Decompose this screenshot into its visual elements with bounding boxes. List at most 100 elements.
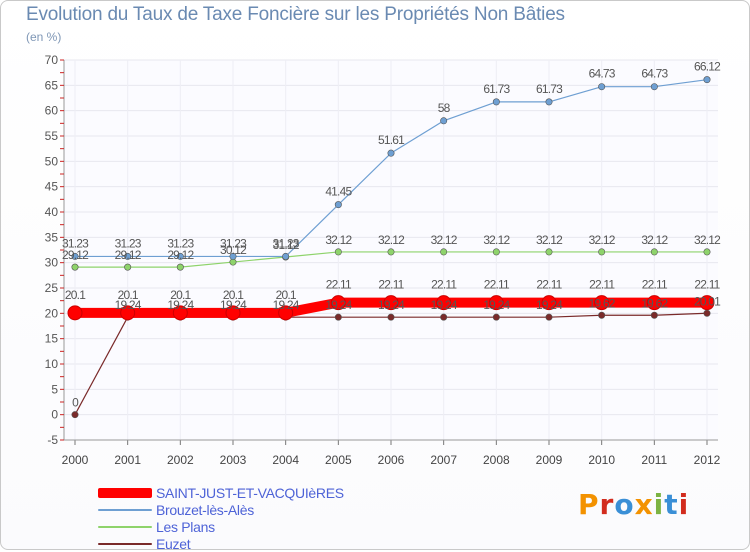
- data-point-brouzet: [124, 252, 132, 260]
- data-label-saint-just: 20.1: [223, 288, 244, 302]
- legend-swatch-brouzet: [98, 508, 152, 511]
- data-point-euzet: [334, 313, 342, 321]
- legend-label: SAINT-JUST-ET-VACQUIèRES: [156, 484, 344, 501]
- data-point-euzet: [387, 313, 395, 321]
- chart-title: Evolution du Taux de Taxe Foncière sur l…: [26, 4, 565, 25]
- legend-label: Les Plans: [156, 518, 215, 535]
- data-point-saint-just: [225, 305, 241, 321]
- data-label-euzet: 20.01: [694, 294, 721, 308]
- legend-swatch-saint-just: [98, 487, 152, 498]
- data-point-brouzet: [440, 117, 448, 125]
- data-labels-euzet: 0 19.24 19.24 19.24 19.24 19.24 19.24 19.24 19.2…: [72, 294, 722, 410]
- x-tick-label: 2011: [641, 453, 667, 467]
- y-tick-label: 50: [45, 154, 59, 168]
- data-label-euzet: 19.24: [325, 298, 352, 312]
- data-point-les-plans: [703, 248, 711, 256]
- data-label-euzet: 19.24: [115, 298, 142, 312]
- data-point-les-plans: [545, 248, 553, 256]
- y-tick-label: 60: [45, 104, 59, 118]
- x-tick-label: 2012: [694, 453, 721, 467]
- data-point-saint-just: [278, 305, 294, 321]
- logo-letter: r: [599, 488, 615, 521]
- data-point-brouzet: [334, 201, 342, 209]
- data-point-saint-just: [541, 295, 557, 311]
- data-point-euzet: [650, 311, 658, 319]
- x-tick-label: 2000: [62, 453, 89, 467]
- data-label-saint-just: 20.1: [276, 288, 297, 302]
- data-label-brouzet: 66.12: [694, 60, 721, 74]
- data-label-saint-just: 20.1: [65, 288, 86, 302]
- data-label-euzet: 0: [72, 396, 79, 410]
- data-point-euzet: [492, 313, 500, 321]
- logo-letter: P: [578, 488, 600, 521]
- data-point-les-plans: [176, 263, 184, 271]
- data-point-les-plans: [71, 263, 79, 271]
- data-label-brouzet: 31.23: [62, 236, 89, 250]
- unit-label: (en %): [26, 30, 62, 44]
- data-label-euzet: 19.24: [220, 298, 247, 312]
- data-label-brouzet: 64.73: [589, 67, 616, 81]
- data-label-les-plans: 32.12: [431, 233, 458, 247]
- x-tick-label: 2002: [167, 453, 194, 467]
- x-tick-label: 2003: [220, 453, 247, 467]
- data-label-saint-just: 22.11: [536, 278, 562, 292]
- legend-item-euzet: Euzet: [98, 535, 344, 552]
- data-point-brouzet: [229, 252, 237, 260]
- y-tick-label: 65: [45, 78, 59, 92]
- data-label-euzet: 19.24: [483, 298, 510, 312]
- data-point-saint-just: [67, 305, 83, 321]
- data-label-brouzet: 51.61: [378, 133, 405, 147]
- data-label-saint-just: 20.1: [118, 288, 139, 302]
- data-point-saint-just: [436, 295, 452, 311]
- data-point-euzet: [703, 309, 711, 317]
- logo-letter: t: [664, 488, 679, 521]
- data-point-les-plans: [650, 248, 658, 256]
- data-label-les-plans: 32.12: [483, 233, 510, 247]
- data-label-euzet: 19.24: [167, 298, 194, 312]
- data-point-brouzet: [545, 98, 553, 106]
- data-label-euzet: 19.62: [589, 296, 616, 310]
- data-label-saint-just: 22.11: [326, 278, 352, 292]
- y-tick-label: 10: [45, 357, 59, 371]
- legend: SAINT-JUST-ET-VACQUIèRES Brouzet-lès-Alè…: [98, 484, 344, 552]
- data-point-brouzet: [387, 149, 395, 157]
- data-point-saint-just: [383, 295, 399, 311]
- legend-label: Brouzet-lès-Alès: [156, 501, 254, 518]
- data-point-euzet: [598, 311, 606, 319]
- data-label-les-plans: 32.12: [589, 233, 616, 247]
- data-point-brouzet: [598, 83, 606, 91]
- y-tick-label: 15: [45, 332, 59, 346]
- logo-letter: i: [653, 488, 665, 521]
- data-point-les-plans: [440, 248, 448, 256]
- data-point-saint-just: [172, 305, 188, 321]
- y-tick-label: 25: [45, 281, 59, 295]
- data-labels-les-plans: 29.12 29.12 29.12 30.12 31.12 32.12 32.12 32.12…: [62, 233, 722, 262]
- data-label-saint-just: 22.11: [484, 278, 510, 292]
- data-label-euzet: 19.24: [378, 298, 405, 312]
- data-label-les-plans: 29.12: [115, 248, 142, 262]
- legend-label: Euzet: [156, 535, 191, 552]
- data-label-les-plans: 29.12: [62, 248, 89, 262]
- legend-item-les-plans: Les Plans: [98, 518, 344, 535]
- x-tick-label: 2009: [536, 453, 563, 467]
- data-label-euzet: 19.24: [536, 298, 563, 312]
- data-point-les-plans: [334, 248, 342, 256]
- y-tick-label: 0: [51, 408, 58, 422]
- x-tick-label: 2005: [325, 453, 352, 467]
- x-tick-label: 2008: [483, 453, 510, 467]
- legend-swatch-euzet: [98, 542, 152, 545]
- logo-letter: o: [614, 488, 635, 521]
- data-point-brouzet: [650, 83, 658, 91]
- series-les-plans: [71, 248, 711, 271]
- data-label-brouzet: 64.73: [641, 67, 668, 81]
- data-point-les-plans: [492, 248, 500, 256]
- y-tick-label: 45: [45, 180, 59, 194]
- data-label-brouzet: 31.23: [115, 236, 142, 250]
- data-labels-brouzet: 31.23 31.23 31.23 31.23 31.23 41.45 51.61 58 61.…: [62, 60, 722, 251]
- legend-item-saint-just: SAINT-JUST-ET-VACQUIèRES: [98, 484, 344, 501]
- data-label-saint-just: 22.11: [642, 278, 668, 292]
- data-point-saint-just: [646, 295, 662, 311]
- data-point-euzet: [440, 313, 448, 321]
- data-label-brouzet: 41.45: [325, 185, 352, 199]
- data-point-saint-just: [330, 295, 346, 311]
